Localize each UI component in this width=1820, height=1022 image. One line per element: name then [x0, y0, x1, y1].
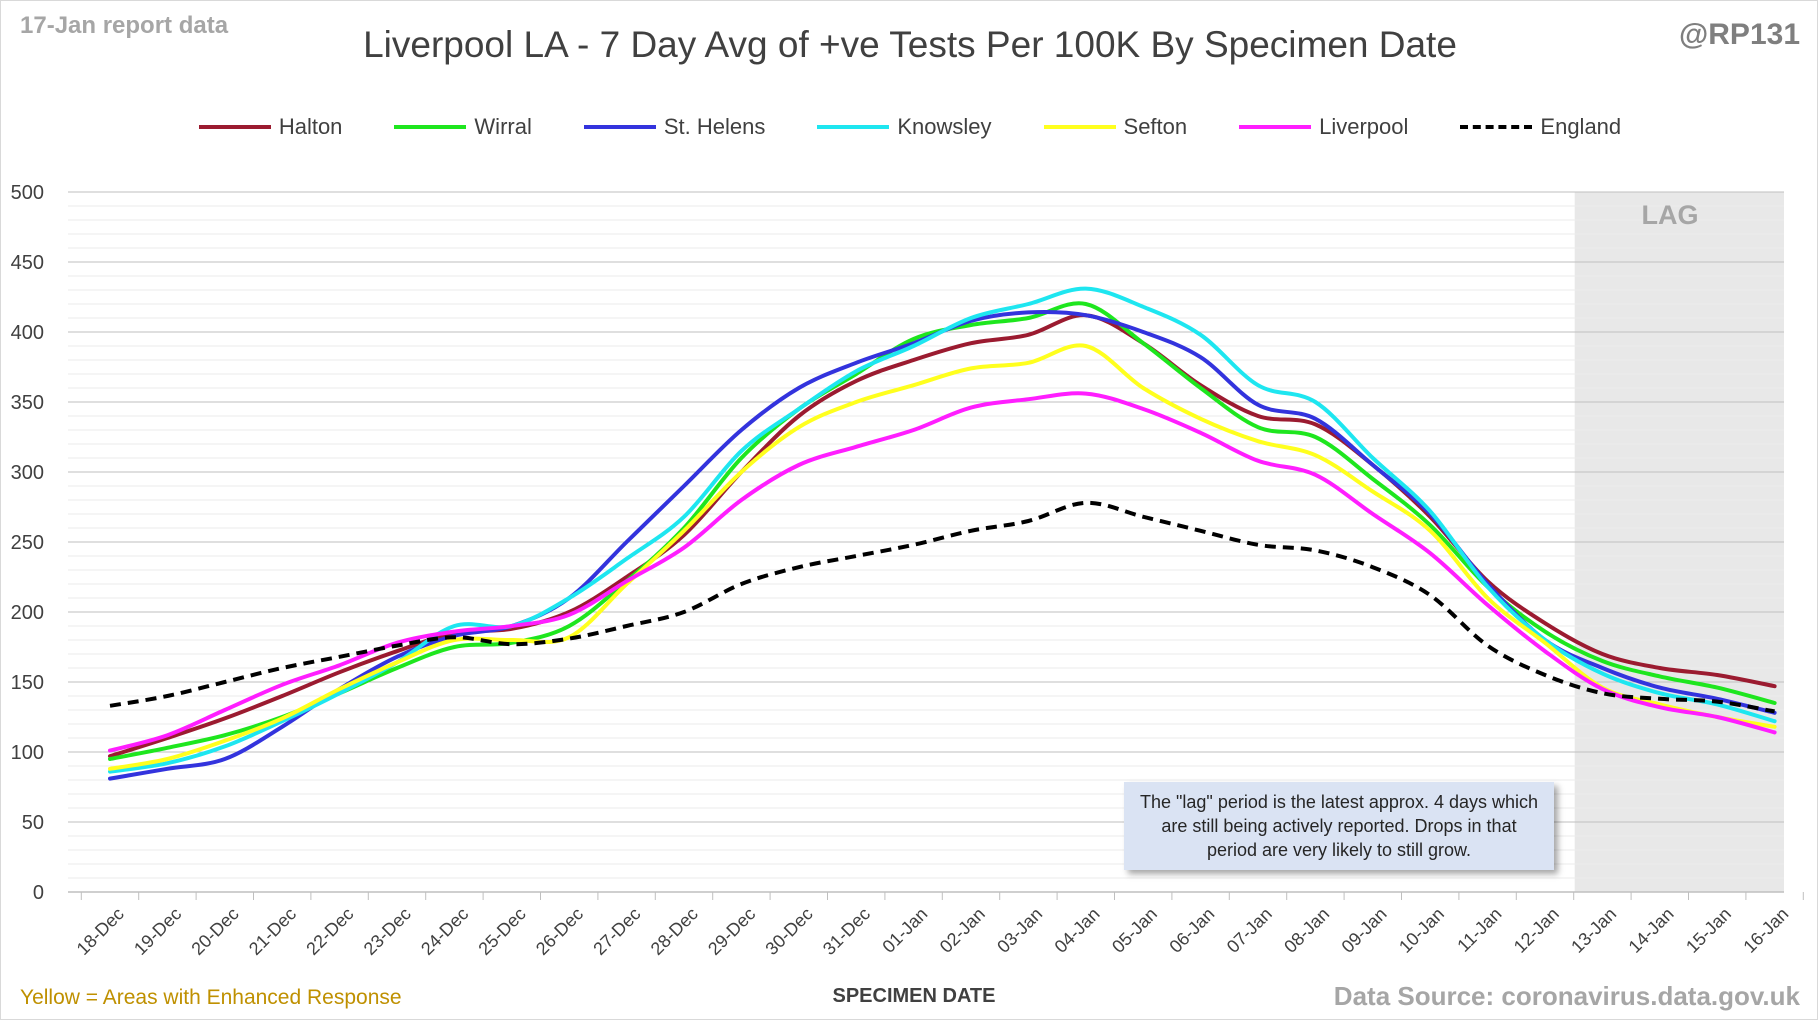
- x-tick-label: 06-Jan: [1165, 904, 1218, 957]
- legend-item-wirral: Wirral: [394, 114, 532, 140]
- legend-swatch: [394, 125, 467, 129]
- y-tick-label: 200: [11, 602, 44, 624]
- legend-swatch: [817, 125, 890, 129]
- legend-label: Liverpool: [1319, 114, 1409, 139]
- legend-item-england: England: [1460, 114, 1621, 140]
- legend-swatch: [1043, 125, 1116, 129]
- series-line-st-helens: [108, 309, 1777, 781]
- legend-label: England: [1540, 114, 1622, 139]
- author-handle: @RP131: [1679, 18, 1800, 51]
- y-tick-label: 50: [22, 812, 44, 834]
- x-tick-label: 04-Jan: [1051, 904, 1104, 957]
- series-line-england: [109, 500, 1775, 714]
- x-tick-label: 25-Dec: [475, 904, 530, 959]
- series-lines: [108, 286, 1777, 781]
- y-tick-label: 0: [33, 882, 44, 904]
- x-tick-label: 18-Dec: [73, 904, 128, 959]
- x-tick-label: 16-Jan: [1739, 904, 1792, 957]
- y-tick-label: 300: [11, 462, 44, 484]
- lag-label: LAG: [1641, 200, 1699, 230]
- legend-item-knowsley: Knowsley: [817, 114, 992, 140]
- series-line-knowsley: [108, 286, 1777, 774]
- legend-label: Sefton: [1123, 114, 1188, 139]
- x-tick-label: 23-Dec: [360, 904, 415, 959]
- series-line-sefton: [108, 343, 1777, 771]
- x-tick-label: 13-Jan: [1567, 904, 1620, 957]
- legend-label: Knowsley: [897, 114, 992, 139]
- x-tick-label: 31-Dec: [819, 904, 874, 959]
- x-tick-label: 27-Dec: [589, 904, 644, 959]
- x-tick-label: 05-Jan: [1108, 904, 1161, 957]
- x-tick-label: 26-Dec: [532, 904, 587, 959]
- x-tick-label: 01-Jan: [878, 904, 931, 957]
- x-tick-label: 12-Jan: [1510, 904, 1563, 957]
- x-tick-label: 08-Jan: [1280, 904, 1333, 957]
- x-tick-label: 09-Jan: [1338, 904, 1391, 957]
- legend-item-st-helens: St. Helens: [583, 114, 766, 140]
- legend-item-sefton: Sefton: [1043, 114, 1188, 140]
- y-tick-label: 150: [11, 672, 44, 694]
- legend-swatch: [1239, 125, 1312, 129]
- data-source: Data Source: coronavirus.data.gov.uk: [1333, 981, 1800, 1011]
- x-tick-label: 20-Dec: [188, 904, 243, 959]
- y-tick-label: 450: [11, 252, 44, 274]
- x-axis-title: SPECIMEN DATE: [832, 985, 996, 1007]
- series-line-liverpool: [108, 391, 1777, 753]
- legend-swatch: [1460, 125, 1533, 129]
- legend-label: St. Helens: [663, 114, 766, 139]
- x-tick-label: 21-Dec: [245, 904, 300, 959]
- x-tick-label: 03-Jan: [993, 904, 1046, 957]
- series-line-halton: [108, 313, 1777, 759]
- x-tick-label: 22-Dec: [302, 904, 357, 959]
- x-tick-label: 14-Jan: [1625, 904, 1678, 957]
- x-tick-label: 07-Jan: [1223, 904, 1276, 957]
- x-tick-label: 02-Jan: [936, 904, 989, 957]
- legend-swatch: [198, 125, 271, 129]
- x-tick-label: 29-Dec: [704, 904, 759, 959]
- chart-title: Liverpool LA - 7 Day Avg of +ve Tests Pe…: [363, 24, 1457, 65]
- x-tick-label: 10-Jan: [1395, 904, 1448, 957]
- y-tick-label: 500: [11, 182, 44, 204]
- x-tick-label: 11-Jan: [1453, 904, 1505, 956]
- legend: Halton Wirral St. Helens Knowsley Sefton Live…: [0, 114, 1820, 140]
- y-tick-label: 350: [11, 392, 44, 414]
- y-tick-label: 250: [11, 532, 44, 554]
- legend-label: Halton: [278, 114, 343, 139]
- legend-item-liverpool: Liverpool: [1239, 114, 1408, 140]
- report-date-label: 17-Jan report data: [20, 12, 229, 39]
- legend-item-halton: Halton: [198, 114, 343, 140]
- x-tick-label: 15-Jan: [1682, 904, 1735, 957]
- legend-swatch: [583, 125, 656, 129]
- gridlines: [68, 191, 1784, 879]
- y-tick-label: 100: [11, 742, 44, 764]
- enhanced-response-note: Yellow = Areas with Enhanced Response: [20, 986, 402, 1009]
- y-tick-label: 400: [11, 322, 44, 344]
- x-tick-label: 24-Dec: [417, 904, 472, 959]
- x-tick-label: 19-Dec: [130, 904, 185, 959]
- lag-note-box: The "lag" period is the latest approx. 4…: [1124, 782, 1554, 870]
- x-tick-label: 28-Dec: [647, 904, 702, 959]
- legend-label: Wirral: [474, 114, 532, 139]
- x-tick-label: 30-Dec: [762, 904, 817, 959]
- series-line-wirral: [108, 301, 1777, 761]
